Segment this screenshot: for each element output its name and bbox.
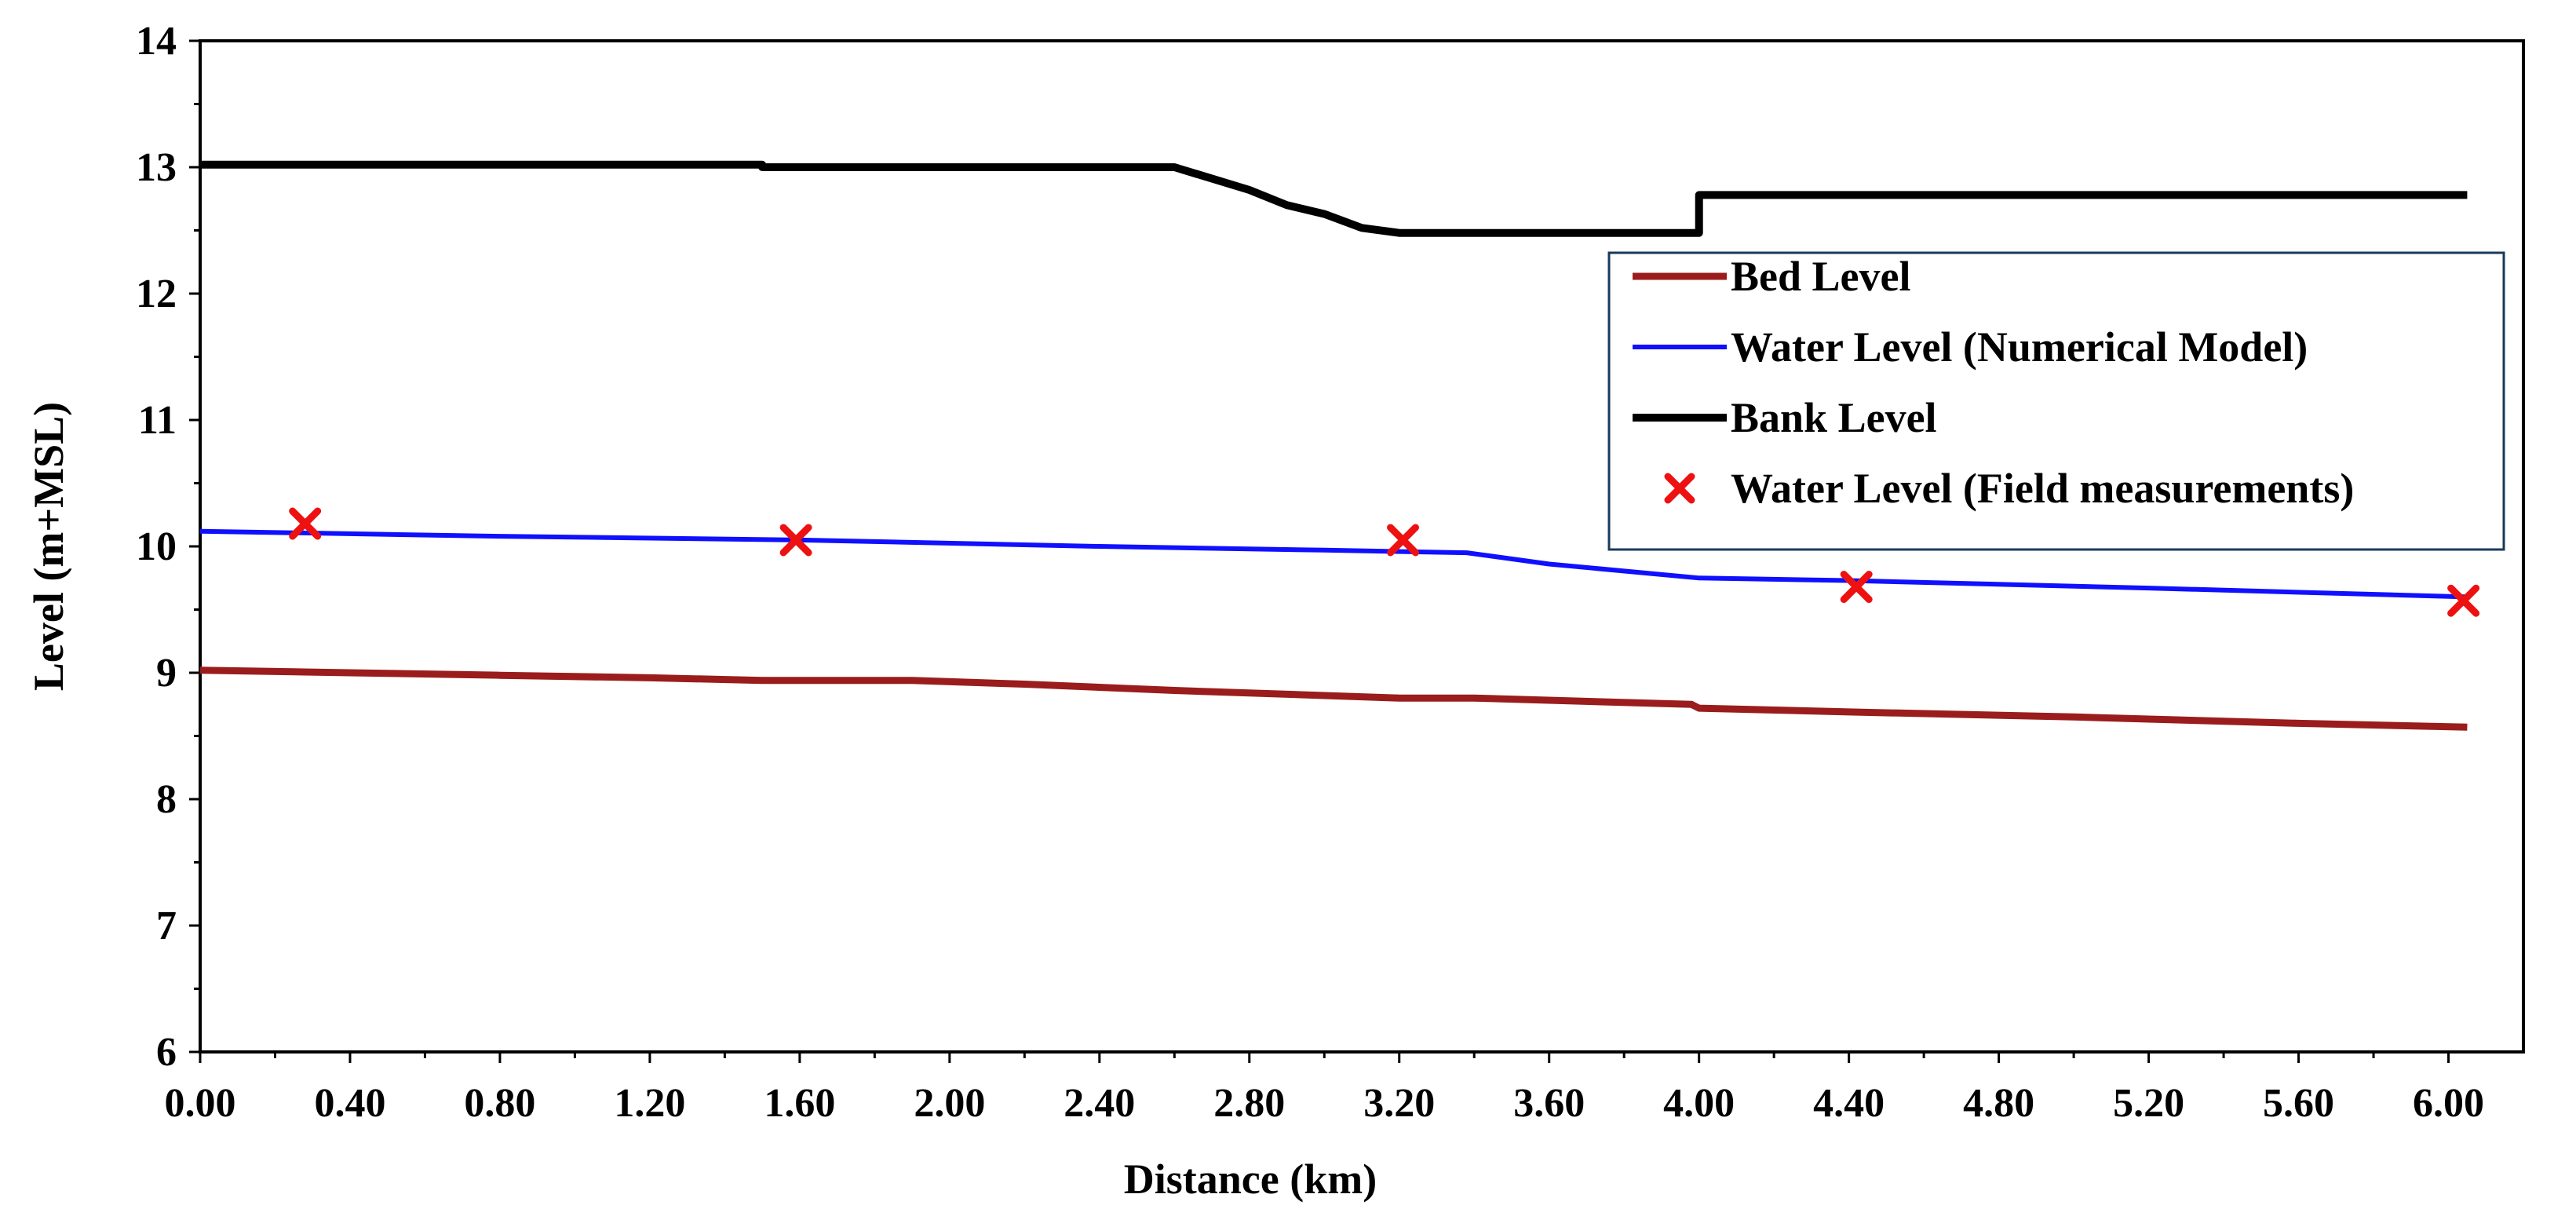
y-tick-label: 9 bbox=[156, 651, 177, 696]
field-measurement-point bbox=[289, 507, 322, 540]
field-measurement-point bbox=[2447, 584, 2480, 617]
legend: Bed Level Water Level (Numerical Model) Ba… bbox=[1607, 251, 2505, 551]
x-tick-label: 2.80 bbox=[1213, 1081, 1285, 1126]
y-tick-label: 12 bbox=[136, 272, 177, 316]
y-axis-title: Level (m+MSL) bbox=[25, 402, 72, 691]
x-tick-label: 6.00 bbox=[2413, 1081, 2484, 1126]
x-tick-label: 4.40 bbox=[1813, 1081, 1885, 1126]
y-tick-label: 7 bbox=[156, 904, 177, 948]
x-axis-title: Distance (km) bbox=[1124, 1156, 1377, 1203]
legend-marker bbox=[1664, 473, 1695, 504]
x-tick-label: 2.00 bbox=[914, 1081, 985, 1126]
field-measurement-point bbox=[779, 524, 812, 557]
series-line-0 bbox=[199, 666, 2468, 731]
x-tick-label: 1.20 bbox=[614, 1081, 685, 1126]
y-tick-label: 8 bbox=[156, 777, 177, 822]
y-tick-label: 14 bbox=[136, 19, 177, 64]
legend-label: Bank Level bbox=[1731, 394, 1937, 441]
x-tick-label: 1.60 bbox=[764, 1081, 835, 1126]
legend-label: Bed Level bbox=[1731, 253, 1910, 300]
series-line-2 bbox=[200, 160, 2468, 237]
legend-label: Water Level (Numerical Model) bbox=[1731, 323, 2308, 371]
field-measurement-point bbox=[1840, 571, 1873, 604]
x-tick-label: 2.40 bbox=[1064, 1081, 1135, 1126]
legend-box bbox=[1607, 251, 2505, 551]
x-tick-label: 0.00 bbox=[165, 1081, 236, 1126]
y-tick-label: 11 bbox=[138, 398, 177, 443]
legend-entry: Bed Level bbox=[1633, 253, 1910, 300]
legend-entry: Water Level (Numerical Model) bbox=[1633, 323, 2308, 371]
y-tick-label: 6 bbox=[156, 1030, 177, 1075]
field-measurement-point bbox=[1387, 524, 1420, 557]
legend-entry: Water Level (Field measurements) bbox=[1664, 465, 2354, 512]
x-tick-label: 0.80 bbox=[464, 1081, 535, 1126]
x-tick-label: 4.80 bbox=[1963, 1081, 2034, 1126]
x-tick-label: 5.60 bbox=[2263, 1081, 2334, 1126]
y-tick-label: 13 bbox=[136, 145, 177, 190]
x-tick-label: 0.40 bbox=[314, 1081, 385, 1126]
series-line-1 bbox=[199, 528, 2468, 600]
x-tick-label: 4.00 bbox=[1663, 1081, 1735, 1126]
legend-entry: Bank Level bbox=[1633, 394, 1937, 441]
legend-label: Water Level (Field measurements) bbox=[1731, 465, 2354, 512]
x-tick-label: 3.20 bbox=[1363, 1081, 1435, 1126]
y-tick-label: 10 bbox=[136, 524, 177, 569]
x-tick-label: 5.20 bbox=[2113, 1081, 2184, 1126]
x-tick-label: 3.60 bbox=[1513, 1081, 1585, 1126]
